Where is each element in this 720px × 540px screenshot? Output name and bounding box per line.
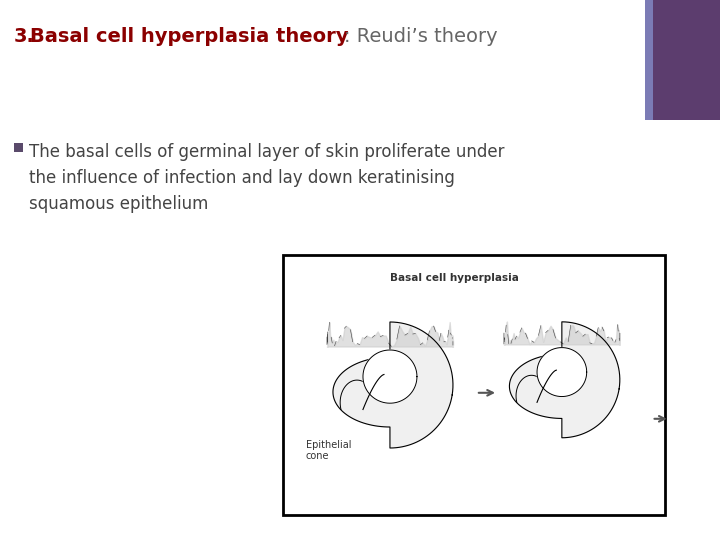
Text: the influence of infection and lay down keratinising: the influence of infection and lay down … — [29, 169, 455, 187]
Bar — [14, 143, 23, 152]
Polygon shape — [363, 350, 417, 403]
Polygon shape — [537, 348, 587, 396]
Text: 3.: 3. — [14, 27, 35, 46]
Polygon shape — [510, 322, 620, 438]
Text: : Reudi’s theory: : Reudi’s theory — [344, 27, 498, 46]
Bar — [653, 0, 720, 120]
Text: Epithelial
cone: Epithelial cone — [306, 440, 351, 461]
Text: Basal cell hyperplasia: Basal cell hyperplasia — [390, 273, 519, 283]
Bar — [283, 255, 665, 515]
Text: The basal cells of germinal layer of skin proliferate under: The basal cells of germinal layer of ski… — [29, 143, 505, 161]
Text: Basal cell hyperplasia theory: Basal cell hyperplasia theory — [30, 27, 348, 46]
Polygon shape — [333, 322, 453, 448]
Bar — [645, 0, 653, 120]
Text: squamous epithelium: squamous epithelium — [29, 195, 208, 213]
